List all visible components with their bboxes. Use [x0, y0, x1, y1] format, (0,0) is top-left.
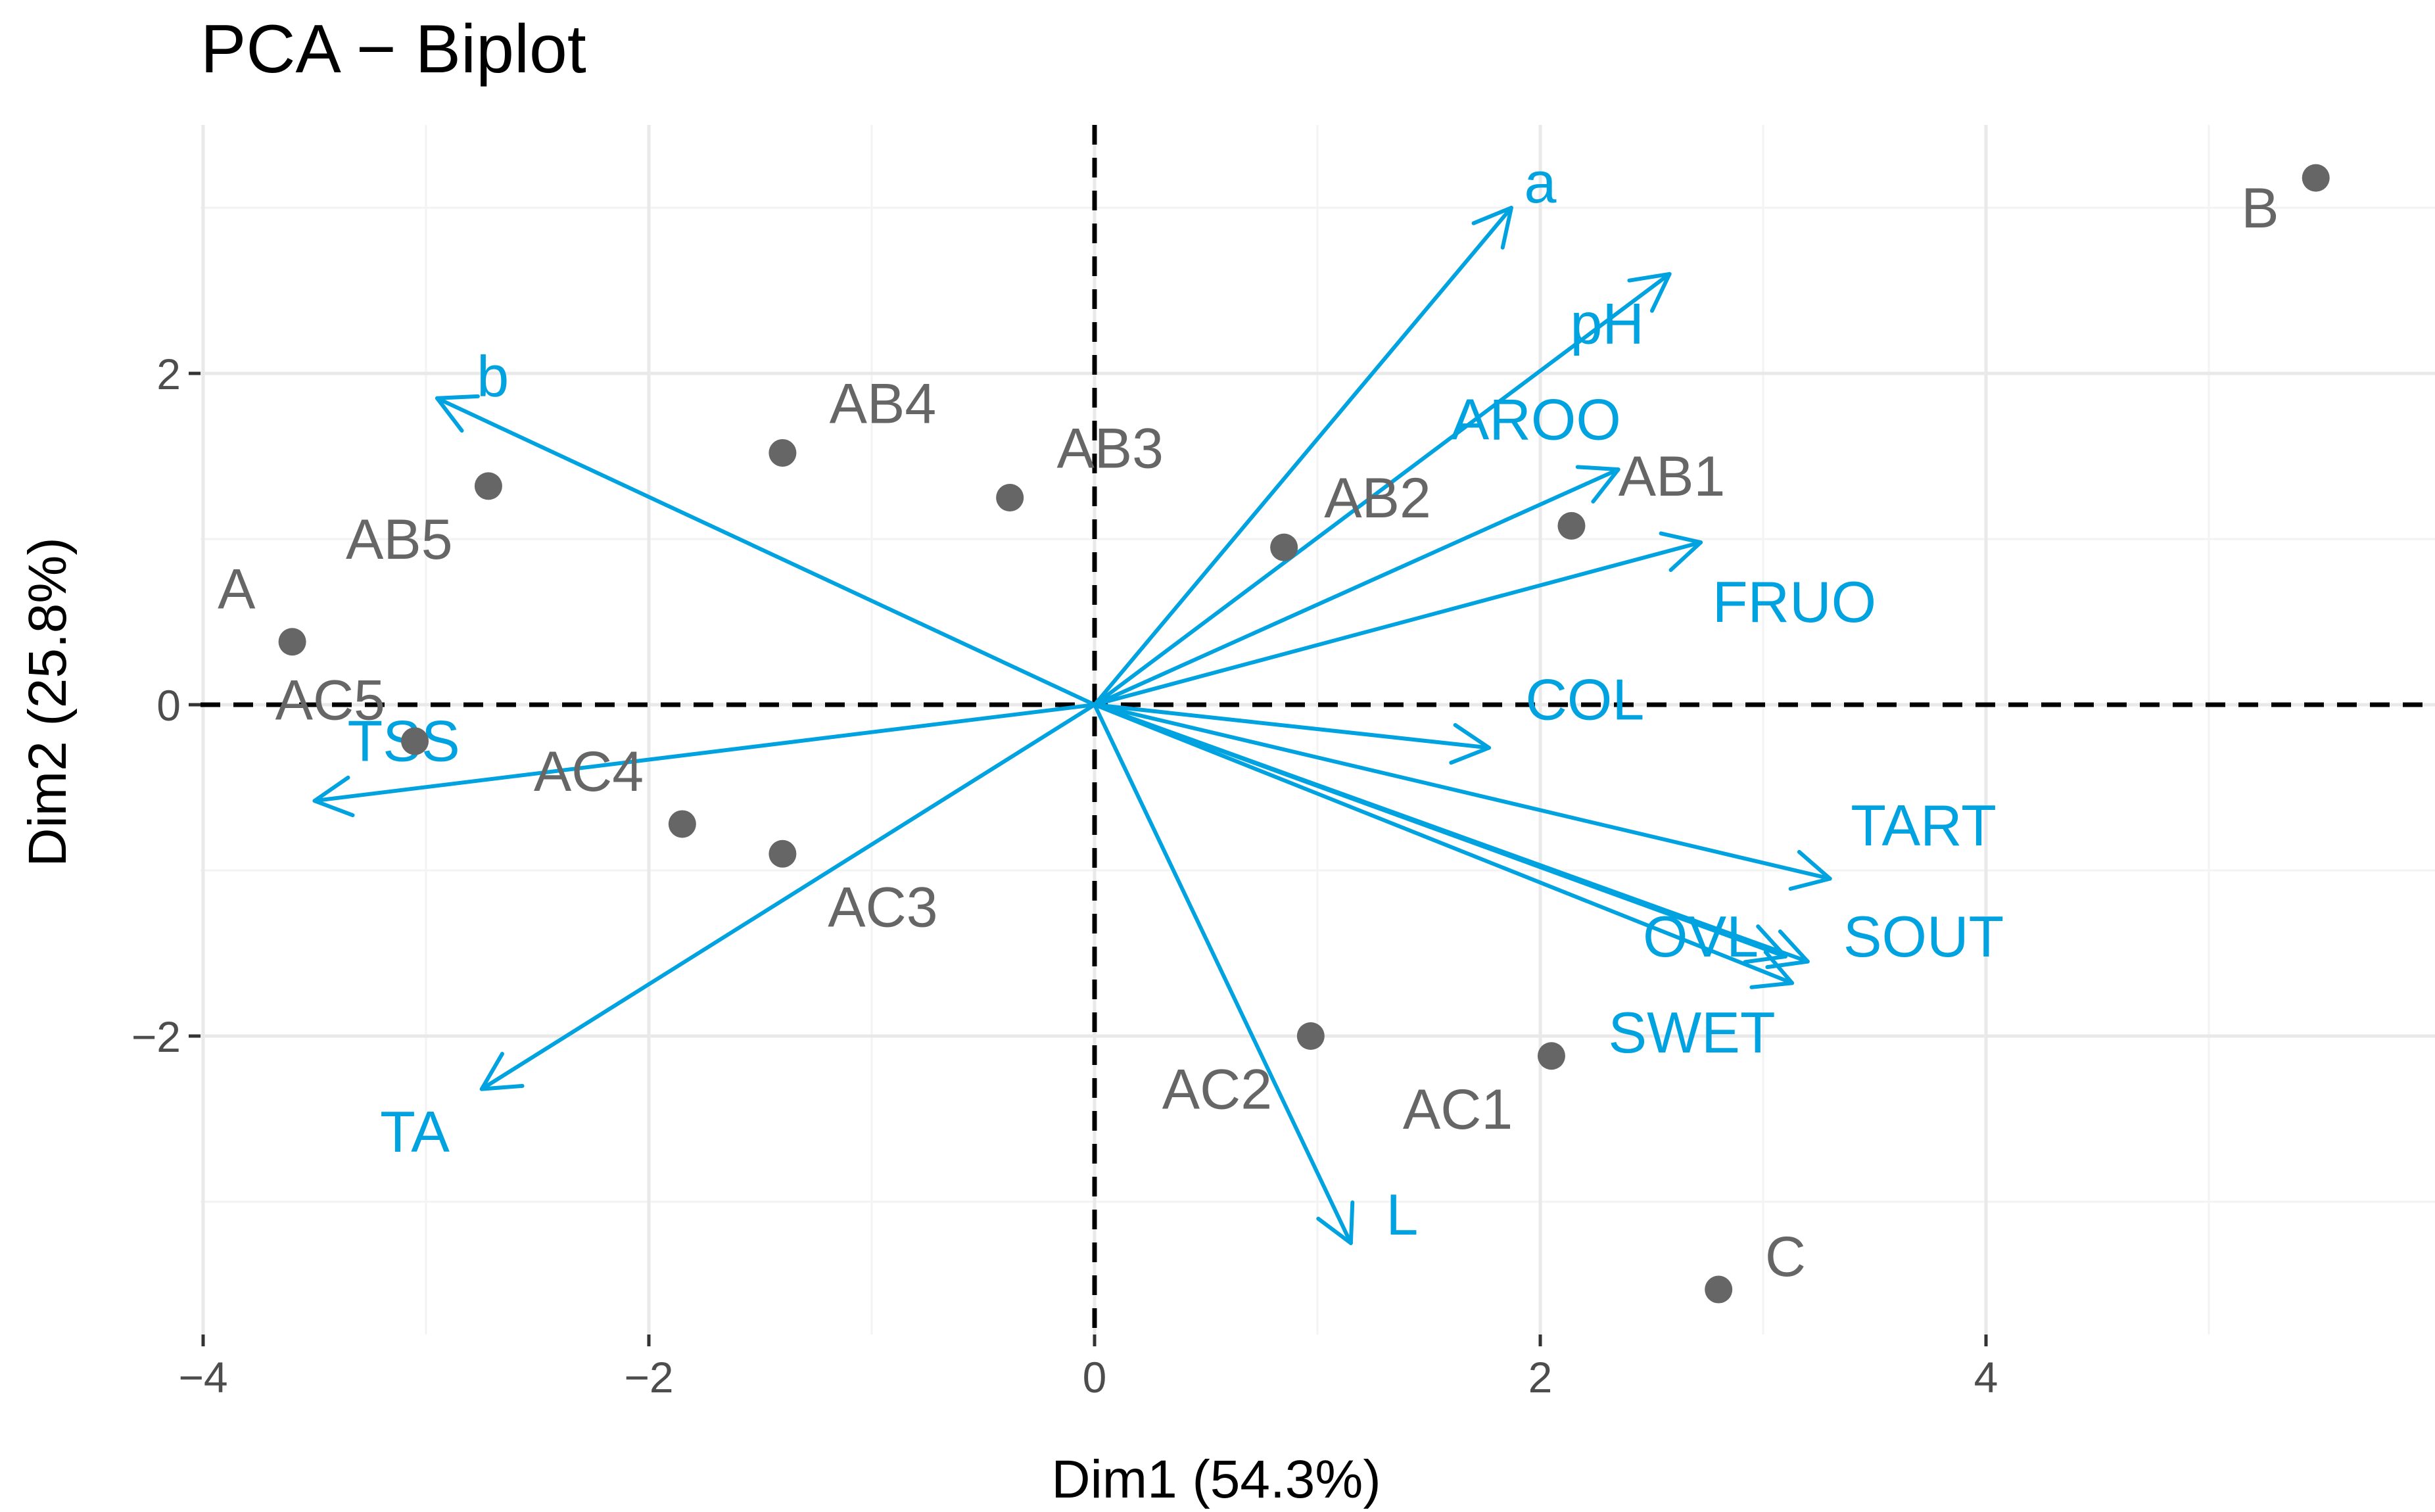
variable-arrow-ta	[479, 703, 1097, 1091]
point-ac5	[401, 727, 429, 755]
variable-arrow-col	[1093, 703, 1492, 750]
x-tick-label: −2	[624, 1353, 673, 1402]
variable-arrow-fruo	[1093, 540, 1703, 707]
variable-arrow-ph	[1093, 272, 1672, 707]
variable-arrowhead-ta	[479, 1052, 525, 1091]
point-label-b: B	[2241, 177, 2279, 240]
point-label-ab3: AB3	[1056, 417, 1164, 480]
x-tick-label: 0	[1083, 1353, 1107, 1402]
x-tick-label: 4	[1974, 1353, 1998, 1402]
variable-label-ta: TA	[380, 1099, 450, 1164]
point-label-c: C	[1765, 1225, 1806, 1288]
variable-arrowhead-b	[435, 394, 480, 433]
point-ac1	[1537, 1042, 1565, 1070]
y-tick-label: −2	[131, 1012, 181, 1061]
variable-arrow-swet	[1093, 703, 1787, 959]
point-label-ab1: AB1	[1619, 445, 1726, 508]
variable-label-ovl: OVL	[1643, 904, 1759, 969]
variable-arrowhead-col	[1449, 722, 1492, 765]
variable-arrow-ovl	[1093, 703, 1795, 985]
point-label-ab5: AB5	[346, 508, 453, 571]
variable-arrow-tart	[1093, 703, 1832, 881]
point-ab5	[474, 472, 502, 500]
point-label-ac4: AC4	[534, 740, 644, 803]
point-label-ac3: AC3	[828, 876, 937, 939]
variable-label-aroo: AROO	[1451, 387, 1621, 452]
variable-arrowhead-tss	[312, 775, 355, 818]
point-label-ac5: AC5	[275, 669, 385, 732]
variable-label-fruo: FRUO	[1713, 569, 1876, 634]
point-c	[1705, 1275, 1733, 1304]
variable-arrowhead-l	[1316, 1200, 1355, 1245]
variable-arrowhead-a	[1471, 206, 1513, 250]
variable-arrowhead-fruo	[1659, 531, 1703, 573]
variable-arrow-aroo	[1093, 467, 1620, 707]
variable-arrows: apHAROOFRUOCOLTARTSOUTOVLSWETLTATSSb	[312, 150, 2004, 1247]
x-tick-label: −4	[178, 1353, 227, 1402]
y-tick-label: 0	[156, 681, 181, 730]
point-label-ab4: AB4	[830, 372, 937, 435]
point-ab3	[996, 484, 1024, 511]
variable-arrowhead-ph	[1627, 272, 1672, 313]
point-label-a: A	[218, 558, 256, 621]
variable-arrowhead-swet	[1743, 924, 1787, 964]
y-axis-title: Dim2 (25.8%)	[18, 537, 78, 866]
x-tick-label: 2	[1528, 1353, 1553, 1402]
point-ac4	[668, 810, 696, 838]
point-label-ac2: AC2	[1162, 1058, 1272, 1122]
variable-arrowhead-sout	[1765, 929, 1810, 970]
variable-arrow-tss	[312, 703, 1097, 803]
chart-title: PCA − Biplot	[201, 11, 586, 87]
point-b	[2302, 164, 2330, 192]
axes: −4 −2 0 2 4 −2 0 2	[131, 350, 1998, 1402]
reference-lines	[201, 125, 2435, 1335]
variable-arrow-b	[435, 396, 1097, 707]
x-axis-title: Dim1 (54.3%)	[1051, 1450, 1381, 1509]
variable-arrow-a	[1093, 206, 1513, 707]
y-tick-label: 2	[156, 350, 181, 398]
variable-arrowhead-aroo	[1575, 465, 1620, 504]
point-label-ac1: AC1	[1403, 1078, 1513, 1141]
point-ab1	[1557, 511, 1586, 540]
variable-arrowhead-tart	[1788, 849, 1832, 891]
variable-label-b: b	[477, 344, 509, 409]
individual-points: A B C AB1 AB2 AB3 AB4 AB5 AC1 AC2 AC3 AC4 AC5	[218, 164, 2330, 1304]
point-ab2	[1270, 533, 1298, 561]
variable-label-l: L	[1386, 1182, 1418, 1247]
point-ab4	[768, 438, 797, 467]
variable-label-swet: SWET	[1608, 1000, 1775, 1065]
variable-arrowhead-ovl	[1749, 950, 1795, 989]
variable-label-ph: pH	[1570, 291, 1644, 356]
point-label-ab2: AB2	[1324, 467, 1431, 530]
variable-label-sout: SOUT	[1843, 904, 2004, 969]
point-a	[278, 628, 306, 656]
variable-label-a: a	[1525, 150, 1557, 215]
variable-label-col: COL	[1525, 667, 1644, 732]
variable-label-tart: TART	[1851, 793, 1997, 858]
variable-arrow-l	[1093, 703, 1353, 1245]
point-ac3	[768, 839, 797, 868]
point-ac2	[1296, 1022, 1325, 1050]
